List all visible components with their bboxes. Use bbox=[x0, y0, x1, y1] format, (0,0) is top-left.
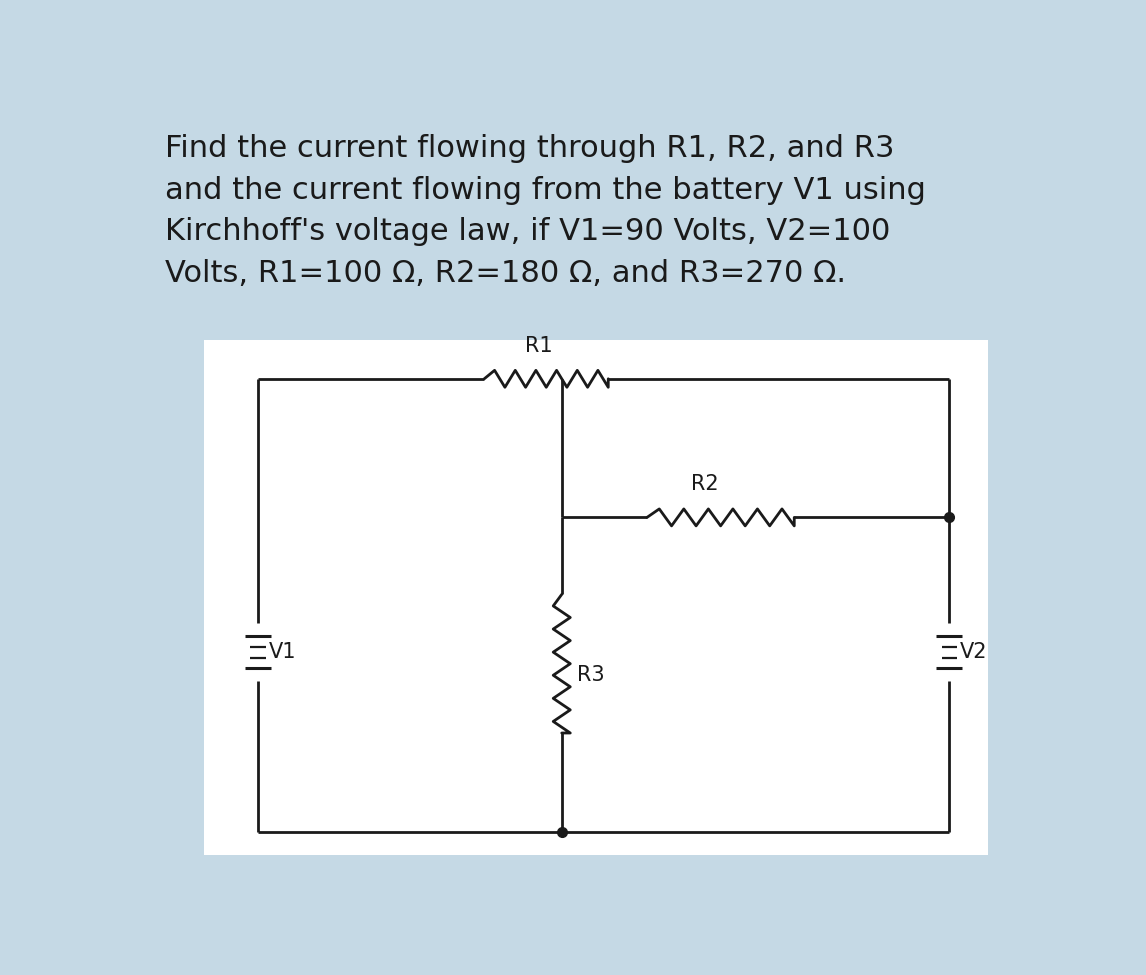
Text: Find the current flowing through R1, R2, and R3
and the current flowing from the: Find the current flowing through R1, R2,… bbox=[165, 134, 926, 288]
Text: V2: V2 bbox=[960, 643, 988, 662]
Text: V1: V1 bbox=[269, 643, 297, 662]
Text: R2: R2 bbox=[691, 474, 719, 494]
Text: R1: R1 bbox=[525, 335, 552, 356]
Bar bbox=[204, 340, 988, 855]
Text: R3: R3 bbox=[578, 665, 605, 685]
